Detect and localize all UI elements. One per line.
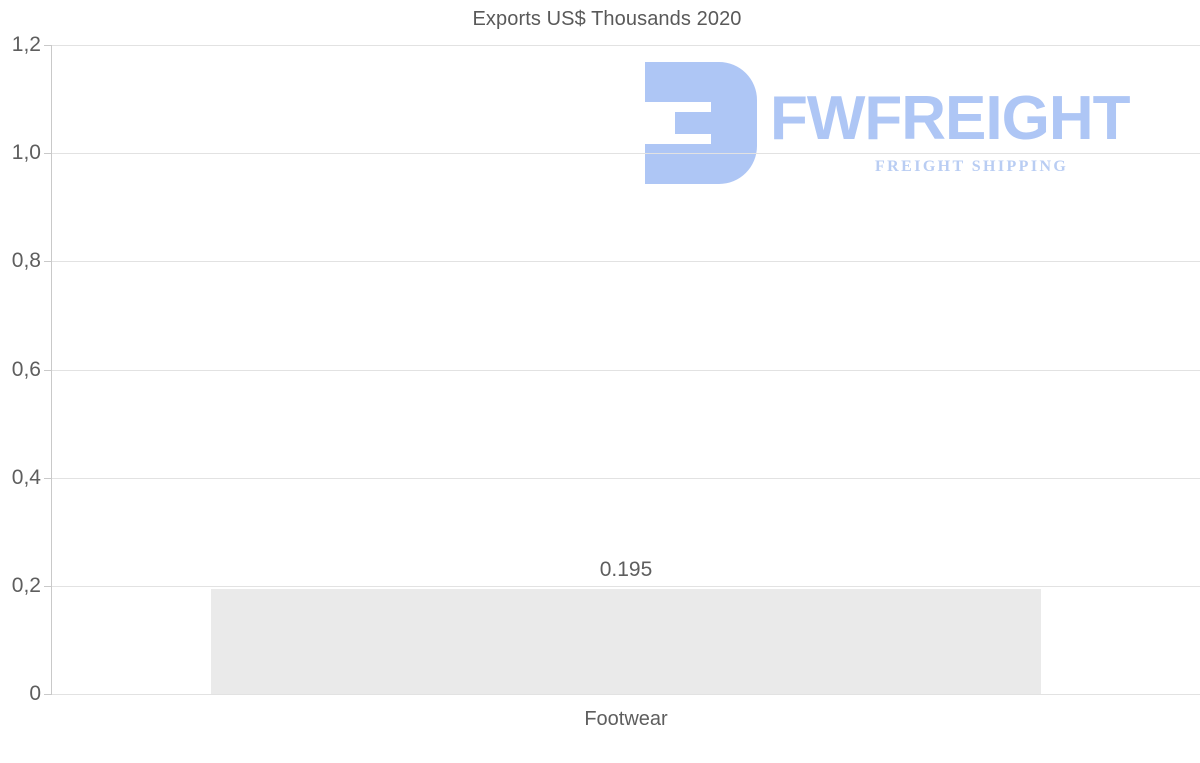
y-axis-label: 0,2 xyxy=(11,574,41,597)
gridline xyxy=(51,153,1200,154)
y-axis-label: 0,6 xyxy=(11,358,41,381)
y-axis-tick xyxy=(44,153,52,154)
bar[interactable] xyxy=(211,589,1041,694)
gridline xyxy=(51,370,1200,371)
bar-value-label: 0.195 xyxy=(599,558,653,581)
gridline xyxy=(51,45,1200,46)
y-axis-label: 1,2 xyxy=(11,33,41,56)
gridline xyxy=(51,478,1200,479)
y-axis-tick xyxy=(44,261,52,262)
y-axis-tick xyxy=(44,45,52,46)
gridline xyxy=(51,694,1200,695)
gridline xyxy=(51,586,1200,587)
y-axis-label: 0,4 xyxy=(11,466,41,489)
y-axis-tick xyxy=(44,586,52,587)
y-axis-tick xyxy=(44,478,52,479)
chart-title: Exports US$ Thousands 2020 xyxy=(472,8,742,30)
y-axis-label: 0,8 xyxy=(11,249,41,272)
x-axis-category-label: Footwear xyxy=(584,708,668,730)
y-axis-label: 1,0 xyxy=(11,141,41,164)
y-axis-label: 0 xyxy=(29,682,41,705)
gridline xyxy=(51,261,1200,262)
y-axis-tick xyxy=(44,370,52,371)
y-axis-tick xyxy=(44,694,52,695)
plot-area xyxy=(51,45,1200,695)
